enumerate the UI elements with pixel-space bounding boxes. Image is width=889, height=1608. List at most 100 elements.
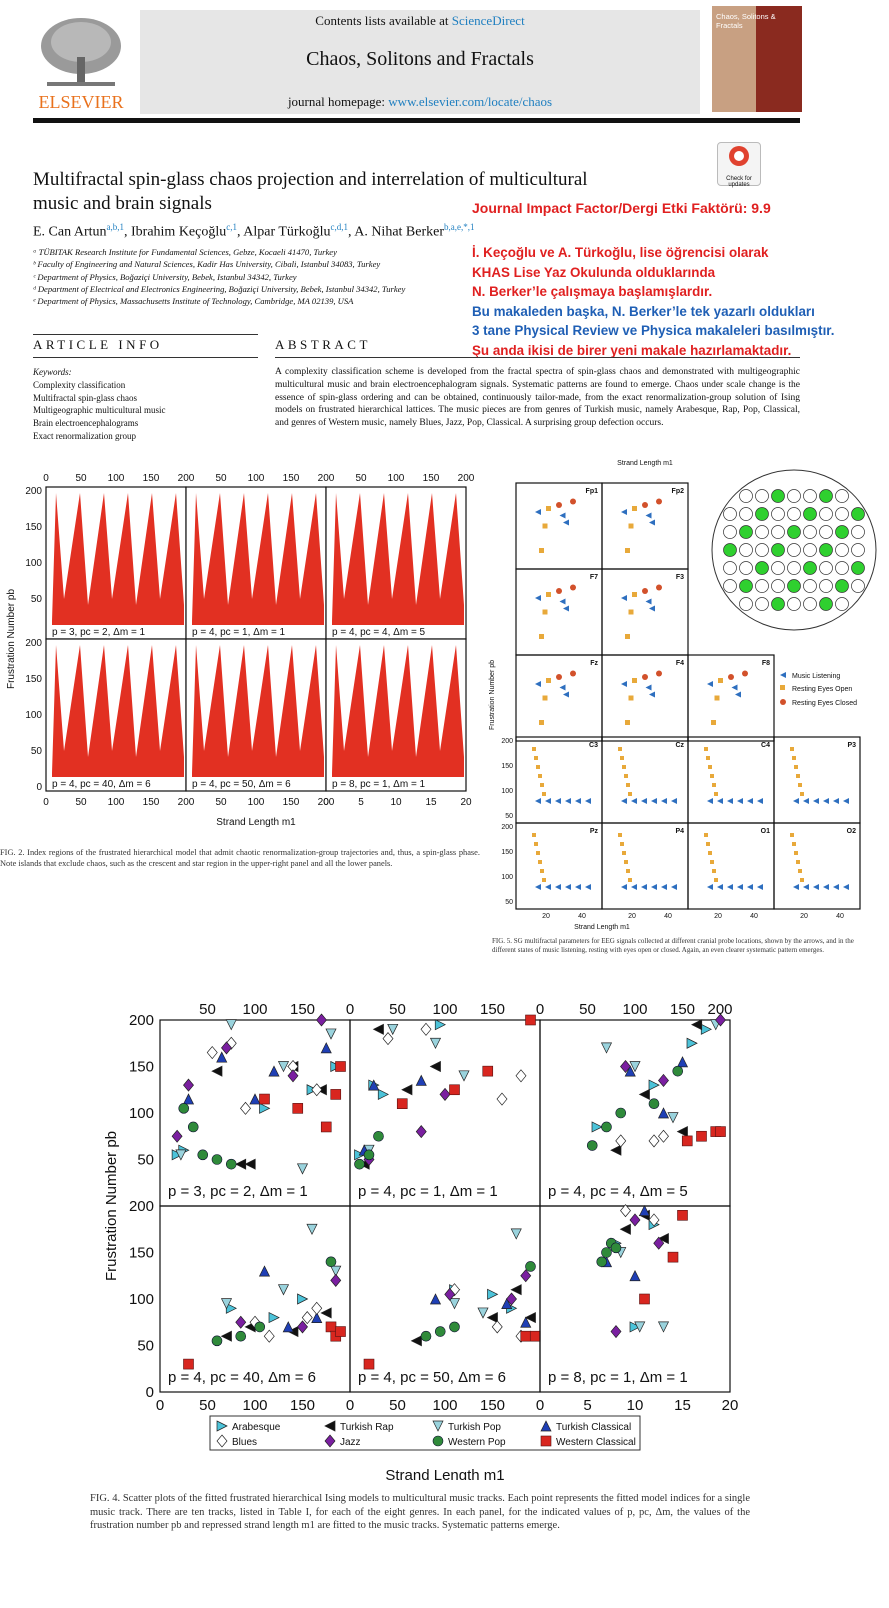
fig5-panel-frame — [515, 654, 603, 742]
impact-factor-note: Journal Impact Factor/Dergi Etki Faktörü… — [472, 200, 771, 216]
fig4-point-western-pop — [610, 1242, 622, 1254]
fig5-point-music — [833, 798, 839, 804]
fig4-point-western-pop — [211, 1335, 223, 1347]
fig4-point-arabesque — [297, 1293, 309, 1305]
fig5-point-music — [631, 884, 637, 890]
homepage-link[interactable]: www.elsevier.com/locate/chaos — [388, 94, 553, 109]
fig4-point-turkish-rap — [429, 1060, 441, 1073]
fig2-xlabel: Strand Length m1 — [216, 817, 296, 828]
fig5-point-music — [535, 798, 541, 804]
keyword: Multifractal spin-glass chaos — [33, 392, 137, 403]
author[interactable]: A. Nihat Berker — [354, 224, 445, 240]
fig5-xtick: 20 — [800, 913, 808, 920]
fig4-point-blues — [491, 1320, 503, 1334]
fig2-ytick: 50 — [31, 746, 43, 757]
fig4-top-xtick: 50 — [579, 1001, 596, 1018]
fig5-point-eyes-open — [534, 842, 538, 846]
fig5-point-eyes-open — [626, 783, 630, 787]
fig5-electrode — [787, 543, 801, 557]
note-line: 3 tane Physical Review ve Physica makale… — [472, 323, 835, 338]
fig2-panel-label: p = 3, pc = 2, Δm = 1 — [52, 627, 146, 638]
keywords-block: Keywords: Complexity classification Mult… — [33, 366, 165, 443]
fig4-point-blues — [420, 1022, 432, 1036]
fig5-panel-label: F3 — [676, 574, 684, 581]
fig5-point-music — [565, 798, 571, 804]
fig5-caption: FIG. 5. SG multifractal parameters for E… — [492, 937, 854, 954]
fig5-xlabel: Strand Length m1 — [574, 924, 630, 931]
fig5-point-music — [747, 798, 753, 804]
sciencedirect-link[interactable]: ScienceDirect — [451, 13, 525, 28]
fig5-point-eyes-open — [796, 860, 800, 864]
fig5-electrode — [819, 579, 833, 593]
fig4-top-xtick: 0 — [536, 1001, 544, 1018]
fig4-point-turkish-classical — [676, 1056, 689, 1068]
fig5-point-eyes-open — [798, 783, 802, 787]
fig5-electrode — [771, 507, 785, 521]
fig5-electrode — [835, 507, 849, 521]
fig5-point-music — [747, 884, 753, 890]
fig2-bottom-xtick: 150 — [283, 797, 300, 808]
fig4-point-turkish-pop — [657, 1321, 670, 1333]
fig2-panel-label: p = 4, pc = 40, Δm = 6 — [52, 779, 151, 790]
fig4-point-western-pop — [235, 1330, 247, 1342]
fig2-caption: FIG. 2. Index regions of the frustrated … — [0, 848, 480, 868]
fig5-panel-label: F7 — [590, 574, 598, 581]
fig5-ytick: 50 — [505, 899, 513, 906]
fig4-top-xtick: 150 — [670, 1001, 695, 1018]
fig5-point-music — [559, 598, 566, 605]
note-line: İ. Keçoğlu ve A. Türkoğlu, lise öğrencis… — [472, 245, 769, 260]
fig5-point-eyes-closed — [728, 674, 734, 680]
fig4-point-western-classical — [482, 1065, 494, 1077]
fig5-electrode — [755, 543, 769, 557]
fig4-ylabel: Frustration Number pb — [103, 1131, 120, 1281]
fig4-point-turkish-classical — [540, 1420, 552, 1432]
fig4-point-turkish-classical — [415, 1074, 427, 1086]
fig2-top-xtick: 50 — [215, 473, 227, 484]
fig5-electrode — [787, 579, 801, 593]
fig4-point-western-classical — [681, 1135, 693, 1147]
fig2-bottom-xtick: 100 — [108, 797, 125, 808]
fig5-ytick: 100 — [501, 874, 513, 881]
fig5-electrode — [771, 489, 785, 503]
fig5-point-eyes-open — [625, 634, 630, 639]
author[interactable]: Ibrahim Keçoğlu — [131, 224, 227, 240]
fig5-xtick: 20 — [542, 913, 550, 920]
fig4-point-blues — [311, 1083, 323, 1097]
fig5-point-eyes-open — [632, 506, 637, 511]
article-info-rule — [33, 334, 258, 335]
fig4-ytick: 100 — [129, 1105, 154, 1122]
fig4-ytick: 0 — [146, 1384, 154, 1401]
fig5-electrode — [835, 561, 849, 575]
fig5-panel-frame — [515, 482, 603, 570]
fig4-legend-label: Arabesque — [232, 1422, 281, 1433]
fig5-point-eyes-open — [790, 833, 794, 837]
check-updates-badge[interactable]: Check for updates — [717, 142, 761, 188]
fig4-top-xtick: 150 — [290, 1001, 315, 1018]
fig5-ytick: 100 — [501, 788, 513, 795]
fig5-point-eyes-open — [800, 792, 804, 796]
fig5-point-eyes-open — [628, 695, 634, 701]
fig5-point-eyes-open — [704, 833, 708, 837]
author[interactable]: E. Can Artun — [33, 224, 107, 240]
fig5-point-music — [843, 884, 849, 890]
fig4-panel-label: p = 4, pc = 1, Δm = 1 — [358, 1183, 498, 1200]
author[interactable]: Alpar Türkoğlu — [243, 224, 331, 240]
fig5-electrode — [755, 507, 769, 521]
fig5-point-eyes-closed — [556, 674, 562, 680]
fig4-point-turkish-classical — [268, 1065, 280, 1077]
fig5-ytick: 200 — [501, 824, 513, 831]
cover-title: Chaos, Solitons & Fractals — [716, 12, 776, 30]
fig5-panel-label: Fz — [590, 660, 598, 667]
fig5-point-eyes-open — [542, 878, 546, 882]
fig5-ytick: 50 — [505, 813, 513, 820]
fig4-point-turkish-classical — [311, 1311, 323, 1323]
journal-cover[interactable]: Chaos, Solitons & Fractals — [712, 6, 802, 112]
fig5-electrode — [803, 489, 817, 503]
overlay-notes: İ. Keçoğlu ve A. Türkoğlu, lise öğrencis… — [472, 243, 835, 360]
fig4-point-turkish-pop — [629, 1061, 641, 1073]
fig5-point-eyes-open — [618, 747, 622, 751]
fig4-point-western-classical — [639, 1293, 650, 1305]
fig2-bottom-xtick: 50 — [75, 797, 87, 808]
check-updates-label: Check for updates — [726, 176, 752, 188]
fig5-point-eyes-open — [706, 842, 710, 846]
